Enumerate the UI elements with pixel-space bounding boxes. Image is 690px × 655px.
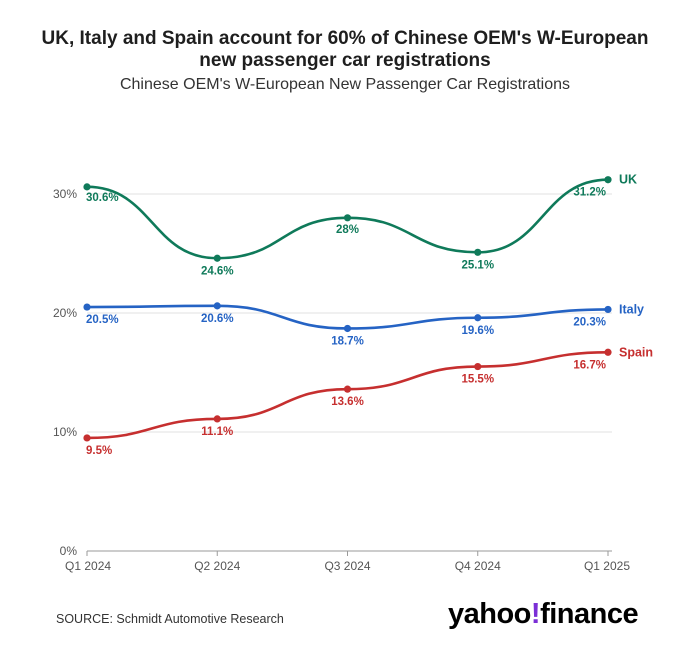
series-line-spain	[85, 350, 610, 440]
x-tick-label: Q2 2024	[194, 559, 240, 573]
x-tick-label: Q1 2025	[584, 559, 630, 573]
point-spain	[474, 362, 482, 371]
y-tick-label: 20%	[53, 306, 77, 320]
point-italy	[604, 305, 612, 314]
data-label-italy: 20.6%	[201, 313, 234, 325]
series-name-italy: Italy	[619, 302, 644, 316]
data-label-uk: 31.2%	[573, 187, 606, 199]
point-spain	[343, 385, 352, 393]
chart-subtitle: Chinese OEM's W-European New Passenger C…	[119, 76, 571, 93]
chart-title: UK, Italy and Spain account for 60% of C…	[41, 28, 649, 71]
data-label-italy: 19.6%	[461, 325, 494, 337]
data-label-spain: 16.7%	[573, 359, 606, 371]
point-uk	[213, 254, 221, 262]
point-spain	[213, 415, 221, 423]
source-note: SOURCE: Schmidt Automotive Research	[56, 612, 284, 626]
series-name-spain: Spain	[619, 345, 653, 359]
point-uk	[343, 214, 352, 222]
logo-text: yahoo	[448, 598, 531, 630]
y-tick-label: 10%	[53, 425, 77, 439]
data-label-spain: 11.1%	[201, 426, 233, 438]
data-label-uk: 30.6%	[86, 192, 119, 204]
point-spain	[83, 434, 91, 442]
x-tick-label: Q4 2024	[455, 559, 501, 573]
point-italy	[474, 314, 482, 322]
y-tick-label: 0%	[60, 544, 78, 558]
data-label-uk: 28%	[336, 224, 359, 236]
x-tick-label: Q3 2024	[324, 559, 370, 573]
data-label-spain: 9.5%	[86, 445, 112, 457]
point-italy	[83, 303, 91, 311]
data-label-spain: 13.6%	[331, 396, 364, 408]
point-uk	[474, 248, 482, 256]
data-label-italy: 18.7%	[331, 335, 364, 347]
y-tick-label: 30%	[53, 187, 77, 201]
point-uk	[604, 176, 612, 184]
yahoo-finance-logo: yahoo!finance	[448, 598, 639, 631]
logo-bang: !	[530, 598, 541, 630]
data-label-uk: 25.1%	[461, 259, 494, 271]
point-uk	[83, 183, 91, 191]
x-tick-label: Q1 2024	[65, 559, 111, 573]
data-label-italy: 20.5%	[86, 314, 119, 326]
point-spain	[604, 348, 612, 356]
data-label-spain: 15.5%	[461, 374, 494, 386]
point-italy	[343, 324, 352, 333]
point-italy	[213, 302, 221, 310]
logo-suffix: finance	[540, 598, 639, 630]
data-label-uk: 24.6%	[201, 265, 234, 277]
series-name-uk: UK	[619, 173, 637, 187]
data-label-italy: 20.3%	[573, 316, 606, 328]
